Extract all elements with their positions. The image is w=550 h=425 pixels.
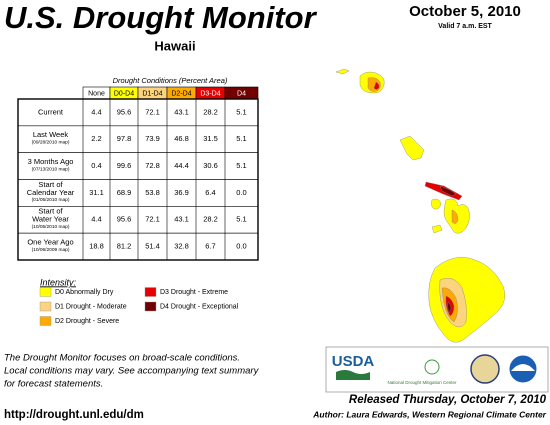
cell-value: 53.8 [145,188,160,197]
legend-label: D3 Drought - Extreme [160,289,228,296]
cell-value: 99.6 [117,161,132,170]
row-label: One Year Ago [27,238,73,247]
legend-swatch [144,287,157,297]
table-frame [17,98,259,261]
doc-seal [470,354,500,384]
cell-value: 44.4 [174,161,189,170]
cell-value: 72.1 [145,107,160,116]
cell-value: 95.6 [117,107,132,116]
legend-label: D1 Drought - Moderate [55,303,127,310]
note-line: The Drought Monitor focuses on broad-sca… [4,353,240,364]
legend-swatch [39,287,52,297]
legend-title: Intensity: [40,277,77,287]
row-date: (10/06/2009 map) [32,247,70,253]
legend-label: D0 Abnormally Dry [55,289,114,296]
cell-value: 0.4 [91,161,101,170]
cell-value: 51.4 [145,242,160,251]
cell-value: 5.1 [236,107,246,116]
cell-value: 68.9 [117,188,132,197]
cell-value: 72.1 [145,215,160,224]
cell-value: 0.0 [236,242,246,251]
cell-value: 46.8 [174,134,189,143]
note-line: for forecast statements. [4,379,103,390]
row-label: Start of [38,180,63,189]
cell-value: 6.7 [205,242,215,251]
row-label: 3 Months Ago [28,157,74,166]
legend-swatch [144,301,157,312]
cell-value: 30.6 [203,161,218,170]
column-header: D3-D4 [200,90,220,97]
date: October 5, 2010 [409,3,521,20]
cell-value: 5.1 [236,161,246,170]
column-header: D1-D4 [142,90,162,97]
row-label: Current [38,107,64,116]
row-date: (07/13/2010 map) [32,166,70,172]
cell-value: 72.8 [145,161,160,170]
map [335,68,505,343]
title: U.S. Drought Monitor [4,0,318,35]
author: Author: Laura Edwards, Western Regional … [312,409,546,419]
cell-value: 0.0 [236,188,246,197]
legend-swatch [39,316,52,326]
column-header: D0-D4 [114,90,134,97]
ndmc-tree [424,359,440,375]
legend-label: D4 Drought - Exceptional [160,303,239,310]
cell-value: 97.8 [117,134,132,143]
row-label: Last Week [33,130,69,139]
cell-value: 18.8 [89,242,104,251]
url: http://drought.unl.edu/dm [4,409,144,421]
cell-value: 73.9 [145,134,160,143]
ndmc-text: National Drought Mitigation Center [387,380,457,385]
legend: Intensity: D0 Abnormally Dry D1 Drought -… [39,277,239,326]
row-label: Calendar Year [27,188,75,197]
region: Hawaii [154,38,195,53]
cell-value: 95.6 [117,215,132,224]
cell-value: 36.9 [174,188,189,197]
cell-value: 31.5 [203,134,218,143]
row-label: Water Year [32,215,69,224]
noaa-bird [511,364,535,371]
logos: USDA National Drought Mitigation Center [325,346,549,393]
cell-value: 43.1 [174,215,189,224]
cell-value: 28.2 [203,107,218,116]
row-date: (01/05/2010 map) [32,197,70,203]
row-date: (10/05/2010 map) [32,224,70,230]
legend-label: D2 Drought - Severe [55,318,119,325]
cell-value: 32.8 [174,242,189,251]
cell-value: 28.2 [203,215,218,224]
table-caption: Drought Conditions (Percent Area) [113,76,228,85]
cell-value: 4.4 [91,215,101,224]
note-line: Local conditions may vary. See accompany… [4,366,260,377]
column-header: D4 [237,90,246,97]
cell-value: 4.4 [91,107,101,116]
legend-swatch [39,301,52,312]
drought-table: None D0-D4 D1-D4 D2-D4 D3-D4 D4 Current 4.4 95.6… [17,86,259,261]
usda-text: USDA [332,353,375,370]
row-date: (09/28/2010 map) [32,140,70,146]
column-header: D2-D4 [171,90,191,97]
cell-value: 31.1 [89,188,104,197]
cell-value: 43.1 [174,107,189,116]
usda-logo [334,354,372,372]
released: Released Thursday, October 7, 2010 [349,394,547,406]
cell-value: 5.1 [236,134,246,143]
cell-value: 81.2 [117,242,132,251]
cell-value: 6.4 [205,188,215,197]
cell-value: 2.2 [91,134,101,143]
usda-swoosh [336,370,370,380]
row-label: Start of [38,207,63,216]
valid: Valid 7 a.m. EST [438,23,492,30]
column-header: None [88,90,105,97]
cell-value: 5.1 [236,215,246,224]
